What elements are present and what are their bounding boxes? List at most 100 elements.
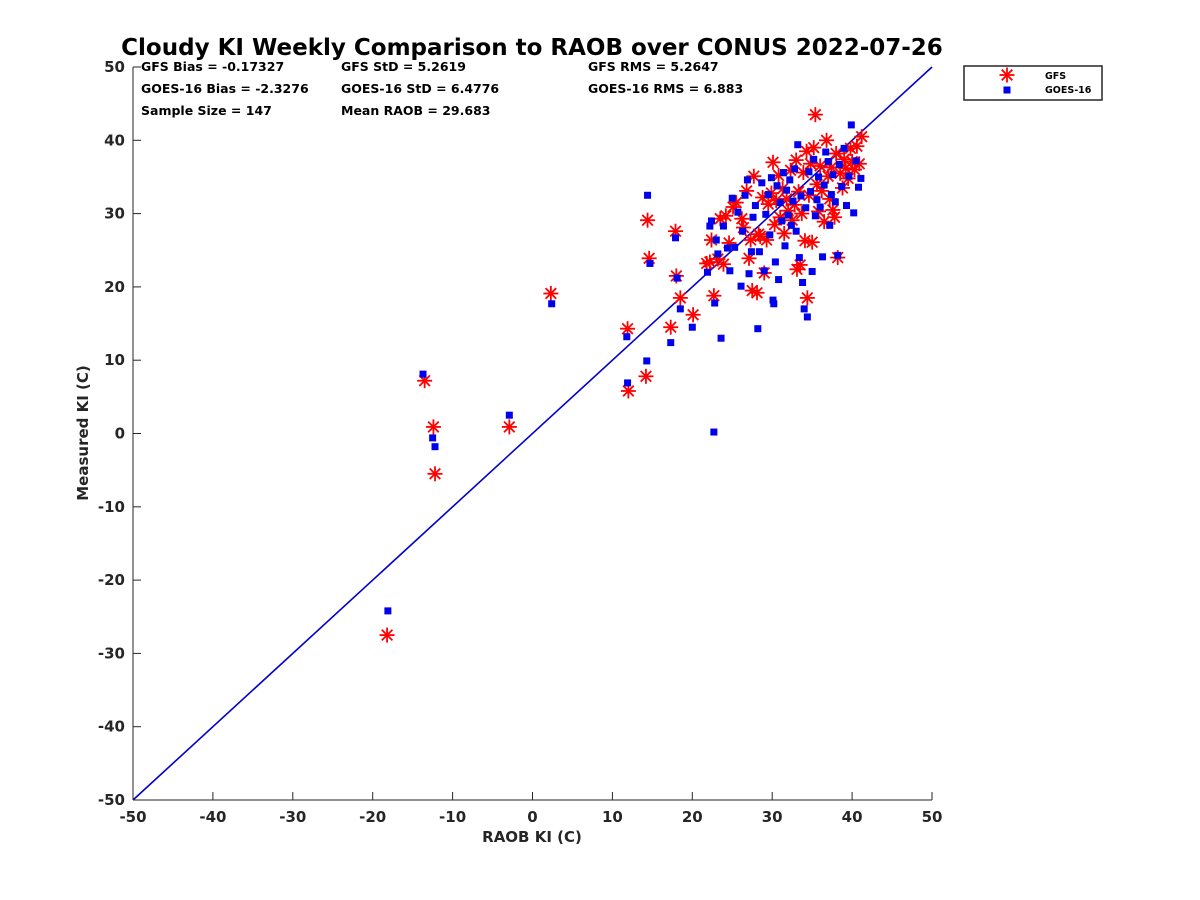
x-tick-label: -20 [359,808,386,826]
x-tick-label: 50 [922,808,943,826]
goes16-point [766,231,774,239]
goes16-point [384,607,392,615]
goes16-point [854,183,862,191]
goes16-point [847,121,855,129]
goes16-point [799,279,807,287]
goes16-point [771,258,779,266]
gfs-point [638,368,654,384]
gfs-point [379,627,395,643]
goes16-point [728,194,736,202]
gfs-point [620,321,636,337]
stat-goes-std: GOES-16 StD = 6.4776 [341,81,499,96]
goes16-point [431,443,439,451]
y-tick-label: -20 [98,571,125,589]
gfs-point [427,466,443,482]
goes16-point [712,236,720,244]
goes16-point [673,274,681,282]
goes16-point [764,191,772,199]
goes16-point [792,227,800,235]
goes16-point [816,203,824,211]
goes16-point [739,227,747,235]
goes16-point [803,313,811,321]
legend-gfs-label: GFS [1045,71,1066,82]
y-tick-label: 0 [115,425,125,443]
gfs-point [672,290,688,306]
gfs-point [827,209,843,225]
goes16-point [719,222,727,230]
goes16-point [775,276,783,284]
legend-goes-symbol [1003,86,1011,94]
goes16-point [726,267,734,275]
goes16-point [820,181,828,189]
goes16-point [807,188,815,196]
goes16-point [834,251,842,259]
y-tick-label: -10 [98,498,125,516]
goes16-point [815,173,823,181]
goes16-point [781,242,789,250]
goes16-point [822,148,830,156]
stat-mean-raob: Mean RAOB = 29.683 [341,103,490,118]
stat-goes-bias: GOES-16 Bias = -2.3276 [141,81,309,96]
goes16-point [824,158,832,166]
gfs-point [718,208,734,224]
series-layer [379,107,870,643]
goes16-point [786,176,794,184]
stat-gfs-std: GFS StD = 5.2619 [341,59,466,74]
goes16-point [800,305,808,313]
gfs-point [640,212,656,228]
goes16-point [802,204,810,212]
goes16-point [811,212,819,220]
y-tick-label: 20 [104,278,125,296]
gfs-point [828,145,844,161]
x-tick-label: 40 [842,808,863,826]
goes16-point [789,197,797,205]
goes16-point [714,250,722,258]
chart-title: Cloudy KI Weekly Comparison to RAOB over… [121,35,943,61]
gfs-point [791,184,807,200]
goes16-point [808,268,816,276]
x-tick-label: 10 [602,808,623,826]
legend-gfs-marker [999,67,1015,83]
x-axis-ticks: -50 -40 -30 -20 -10 0 10 20 30 40 50 [119,792,942,826]
gfs-point [804,234,820,250]
gfs-point [776,225,792,241]
plot-area [132,66,933,801]
goes16-point [797,192,805,200]
goes16-point [840,144,848,152]
stat-goes-rms: GOES-16 RMS = 6.883 [588,81,743,96]
gfs-point [663,319,679,335]
y-tick-label: 40 [104,131,125,149]
goes16-point [813,196,821,204]
goes16-point [795,254,803,262]
x-tick-label: 30 [762,808,783,826]
stat-gfs-bias: GFS Bias = -0.17327 [141,59,284,74]
series-goes-16 [384,121,865,615]
goes16-point [826,221,834,229]
goes16-point [805,168,813,176]
x-axis-label: RAOB KI (C) [482,828,582,846]
goes16-point [835,160,843,168]
y-axis-label: Measured KI (C) [74,365,92,501]
legend-box [963,65,1103,101]
legend-goes-label: GOES-16 [1045,85,1092,96]
x-tick-label: -30 [279,808,306,826]
goes16-point [850,209,858,217]
goes16-point [762,210,770,218]
y-axis-ticks: -50 -40 -30 -20 -10 0 10 20 30 40 50 [98,58,141,809]
goes16-point [769,296,777,304]
legend-goes-marker [1003,86,1011,94]
goes16-point [776,199,784,207]
y-tick-label: -40 [98,718,125,736]
x-tick-label: -50 [119,808,146,826]
gfs-point [767,217,783,233]
goes16-point [731,243,739,251]
goes16-point [749,213,757,221]
gfs-point [788,152,804,168]
goes16-point [672,234,680,242]
goes16-point [743,176,751,184]
goes16-point [429,434,437,442]
goes16-point [676,305,684,313]
y-tick-label: -50 [98,791,125,809]
gfs-point [806,140,822,156]
